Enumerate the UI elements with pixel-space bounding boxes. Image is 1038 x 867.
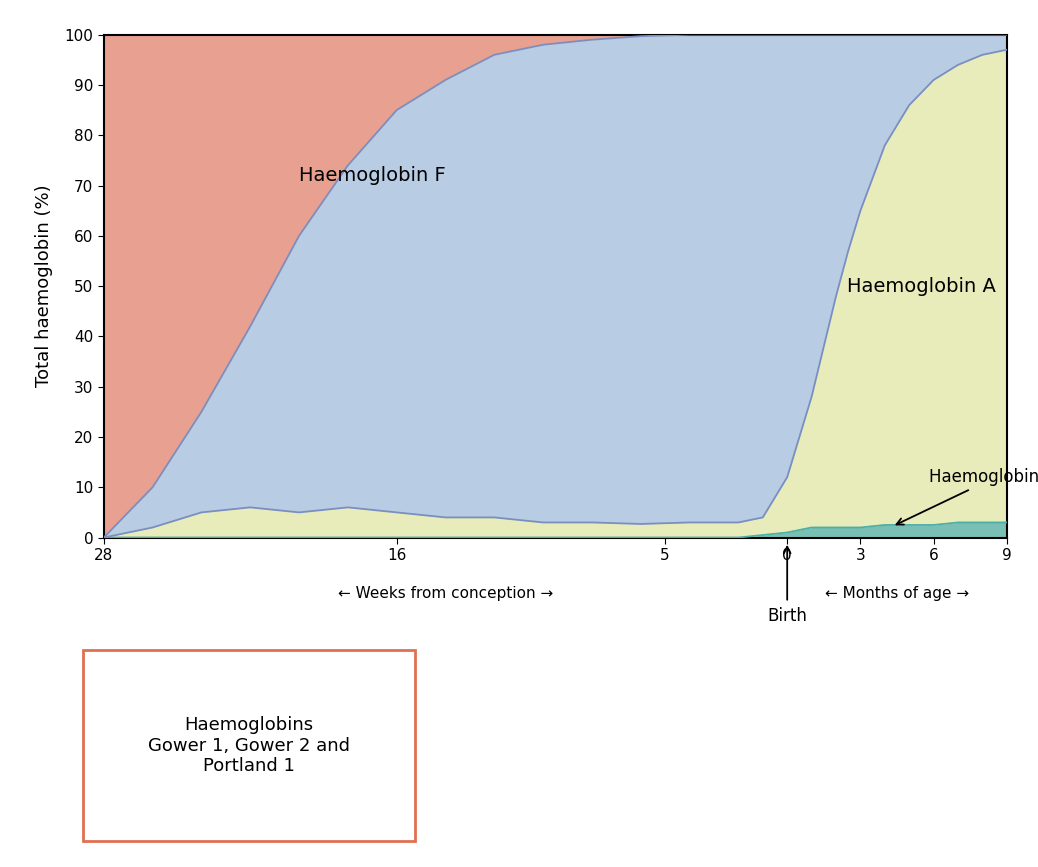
Y-axis label: Total haemoglobin (%): Total haemoglobin (%) xyxy=(35,185,53,388)
Text: Haemoglobin A₂: Haemoglobin A₂ xyxy=(897,468,1038,525)
Text: Haemoglobin F: Haemoglobin F xyxy=(299,166,445,185)
Text: Haemoglobins
Gower 1, Gower 2 and
Portland 1: Haemoglobins Gower 1, Gower 2 and Portla… xyxy=(148,716,350,775)
Text: ← Weeks from conception →: ← Weeks from conception → xyxy=(338,586,553,602)
Text: Birth: Birth xyxy=(767,607,808,625)
Text: ← Months of age →: ← Months of age → xyxy=(825,586,969,602)
Text: Haemoglobin A: Haemoglobin A xyxy=(847,277,995,296)
